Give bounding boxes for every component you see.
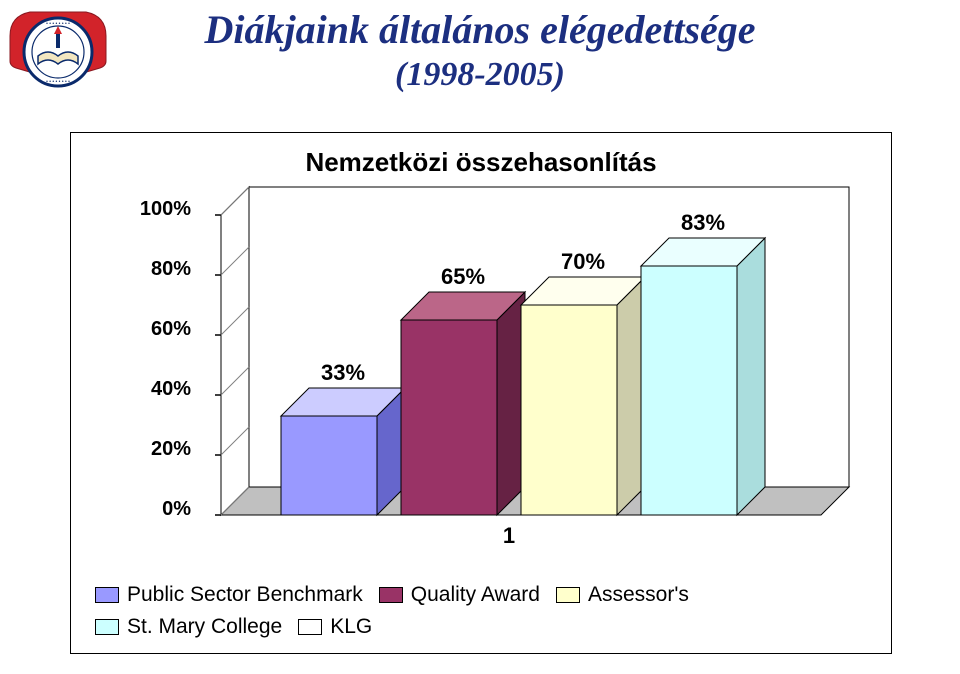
svg-text:1: 1 [503,523,515,548]
y-tick-label: 100% [131,198,191,221]
chart-area: 0%20%40%60%80%100% 33%65%70%83%1 [141,205,841,555]
svg-text:70%: 70% [561,249,605,274]
svg-text:83%: 83% [681,210,725,235]
legend-label: Quality Award [411,583,540,607]
legend-swatch [379,587,403,603]
y-tick-label: 80% [131,258,191,281]
slide-root: • • • • • • • • • • • • • • • • Diákjain… [0,0,960,674]
y-tick-label: 0% [131,498,191,521]
legend-label: Assessor's [588,583,689,607]
legend-swatch [95,619,119,635]
chart-legend: Public Sector Benchmark Quality Award Asse… [95,583,867,639]
legend-label: KLG [330,615,372,639]
legend-item: Assessor's [556,583,689,607]
legend-label: St. Mary College [127,615,282,639]
chart-title: Nemzetközi összehasonlítás [71,147,891,178]
y-tick-label: 40% [131,378,191,401]
svg-text:65%: 65% [441,264,485,289]
legend-swatch [556,587,580,603]
legend-item: KLG [298,615,372,639]
legend-swatch [298,619,322,635]
legend-item: Public Sector Benchmark [95,583,363,607]
chart-panel: Nemzetközi összehasonlítás 0% 20% 40% 60% 80… [70,132,892,654]
slide-title: Diákjaink általános elégedettsége (1998-… [0,8,960,94]
legend-swatch [95,587,119,603]
y-tick-label: 20% [131,438,191,461]
legend-item: Quality Award [379,583,540,607]
plot-area: 33%65%70%83%1 [221,210,821,540]
legend-label: Public Sector Benchmark [127,583,363,607]
title-line-1: Diákjaink általános elégedettsége [0,8,960,52]
svg-text:33%: 33% [321,360,365,385]
legend-item: St. Mary College [95,615,282,639]
y-tick-label: 60% [131,318,191,341]
title-line-2: (1998-2005) [0,56,960,94]
plot-svg: 33% 65% 70% 83% 1 [221,210,821,550]
